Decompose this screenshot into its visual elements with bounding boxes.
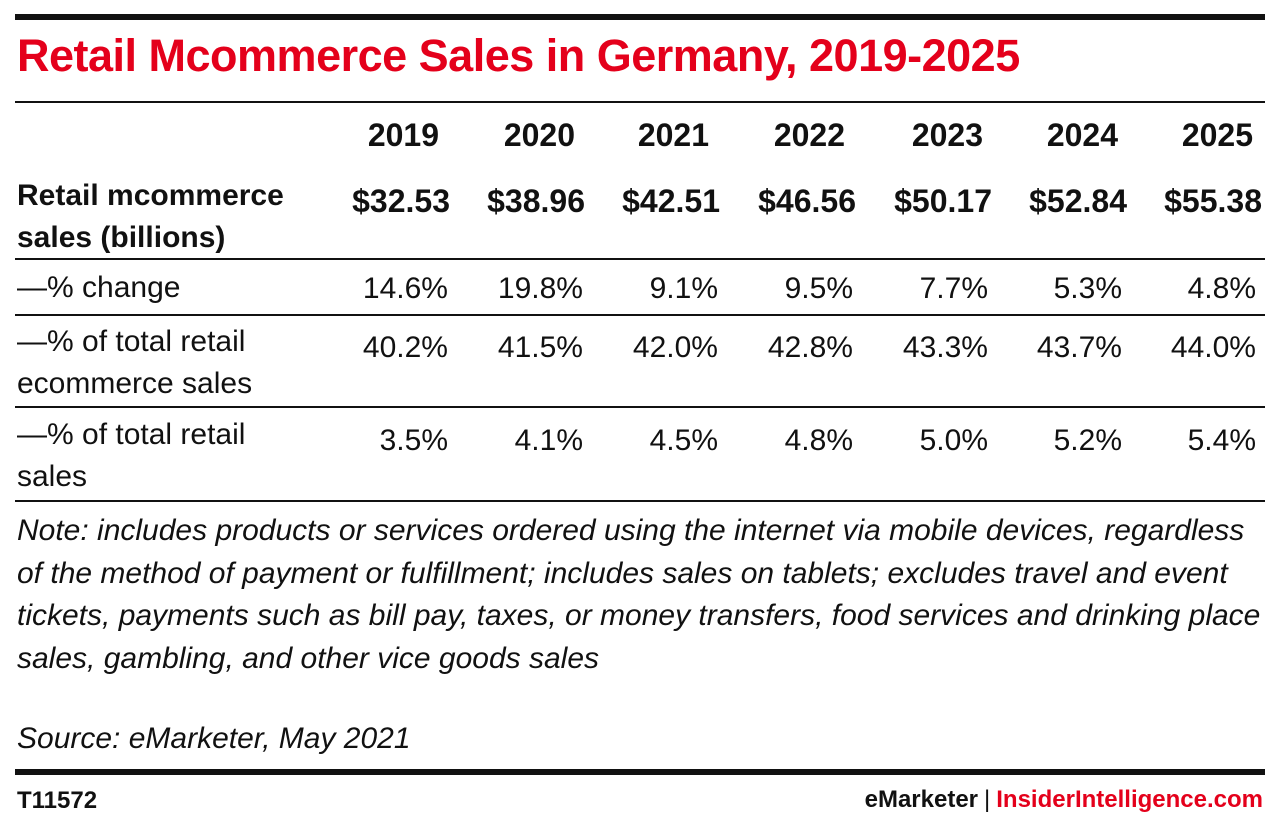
row-label-share-ecommerce: —% of total retail ecommerce sales [17, 321, 252, 405]
top-rule [15, 14, 1265, 20]
table-cell: 42.8% [767, 331, 853, 364]
table-cell: 40.2% [362, 331, 448, 364]
row-label-mcommerce-sales: Retail mcommerce sales (billions) [17, 175, 284, 259]
row-divider [15, 406, 1265, 408]
column-header-2022: 2022 [773, 117, 845, 153]
table-cell: 4.8% [784, 424, 853, 457]
row-label-line: ecommerce sales [17, 367, 253, 400]
row-label-line: Retail mcommerce [17, 179, 284, 212]
column-header-2019: 2019 [367, 117, 439, 153]
column-header-2023: 2023 [911, 117, 983, 153]
row-label-line: —% of total retail [17, 325, 246, 358]
table-cell: $42.51 [622, 183, 720, 219]
table-cell: 41.5% [497, 331, 583, 364]
table-cell: $46.56 [758, 183, 856, 219]
table-cell: 5.0% [919, 424, 988, 457]
chart-id: T11572 [17, 787, 98, 814]
table-cell: 43.3% [902, 331, 988, 364]
table-cell: 5.2% [1053, 424, 1122, 457]
row-label-line: —% of total retail [17, 418, 246, 451]
row-label-percent-change: —% change [17, 267, 180, 309]
row-label-line: sales [17, 460, 88, 493]
table-cell: 9.5% [784, 272, 853, 305]
table-cell: 7.7% [919, 272, 988, 305]
table-cell: $38.96 [487, 183, 585, 219]
table-cell: 19.8% [497, 272, 583, 305]
table-cell: 42.0% [632, 331, 718, 364]
table-cell: 4.1% [514, 424, 583, 457]
row-divider [15, 500, 1265, 502]
table-cell: $32.53 [352, 183, 450, 219]
table-cell: 5.3% [1053, 272, 1122, 305]
table-cell: $55.38 [1164, 183, 1262, 219]
brand-separator: | [984, 786, 991, 813]
table-cell: 5.4% [1187, 424, 1256, 457]
row-label-line: sales (billions) [17, 221, 226, 254]
column-header-2021: 2021 [637, 117, 709, 153]
table-cell: $50.17 [894, 183, 992, 219]
brand-emarketer: eMarketer [864, 786, 979, 813]
brand-insider-intelligence-link[interactable]: InsiderIntelligence.com [996, 786, 1263, 813]
row-divider [15, 258, 1265, 260]
table-cell: 9.1% [649, 272, 718, 305]
column-header-2020: 2020 [503, 117, 575, 153]
brand-footer: eMarketer | InsiderIntelligence.com [865, 786, 1263, 814]
row-divider [15, 314, 1265, 316]
chart-source: Source: eMarketer, May 2021 [17, 722, 411, 755]
row-label-line: —% change [17, 271, 181, 304]
chart-note: Note: includes products or services orde… [17, 514, 1261, 675]
row-label-share-retail: —% of total retail sales [17, 414, 245, 498]
chart-title: Retail Mcommerce Sales in Germany, 2019-… [17, 30, 1020, 81]
table-cell: 14.6% [362, 272, 448, 305]
table-cell: 44.0% [1170, 331, 1256, 364]
column-header-2024: 2024 [1046, 117, 1118, 153]
bottom-rule [15, 769, 1265, 775]
table-cell: 4.8% [1187, 272, 1256, 305]
header-rule [15, 101, 1265, 103]
table-cell: 4.5% [649, 424, 718, 457]
table-cell: 43.7% [1036, 331, 1122, 364]
table-cell: $52.84 [1029, 183, 1127, 219]
column-header-2025: 2025 [1181, 117, 1253, 153]
table-cell: 3.5% [379, 424, 448, 457]
